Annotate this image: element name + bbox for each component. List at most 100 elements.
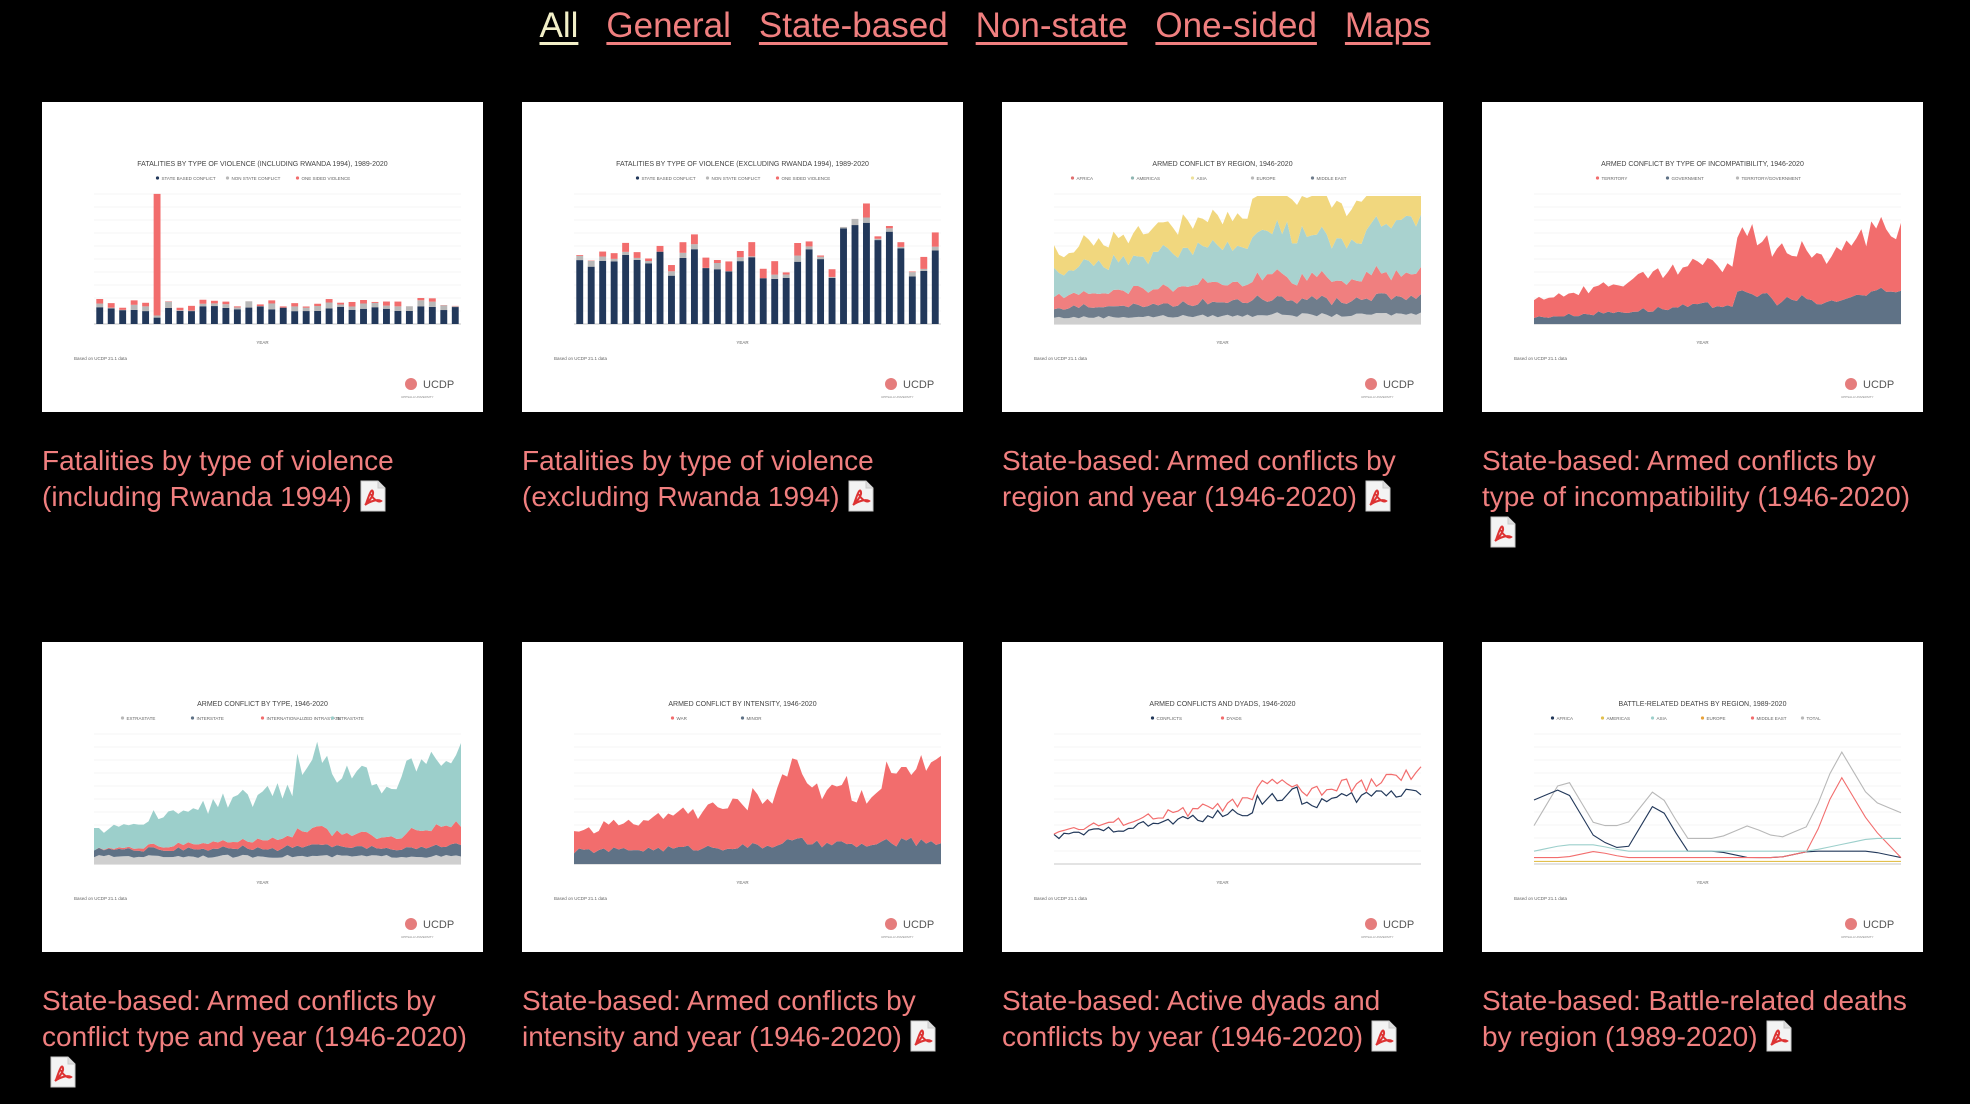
chart-caption-text: State-based: Armed conflicts by type of … xyxy=(1482,445,1911,512)
chart-caption-link[interactable]: State-based: Armed conflicts by type of … xyxy=(1482,443,1923,551)
bar-segment xyxy=(383,301,390,306)
bar-segment xyxy=(920,256,928,269)
bar-segment xyxy=(360,300,367,304)
pdf-icon[interactable] xyxy=(358,480,388,512)
ucdp-logo-icon xyxy=(405,918,417,930)
footnote: Based on UCDP 21.1 data xyxy=(74,356,127,361)
area-series xyxy=(1054,293,1421,319)
chart-thumbnail[interactable]: ARMED CONFLICT BY INTENSITY, 1946-2020 WA… xyxy=(522,642,963,952)
chart-caption-link[interactable]: State-based: Armed conflicts by region a… xyxy=(1002,443,1443,515)
bar-segment xyxy=(256,304,264,307)
bar-segment xyxy=(107,303,115,308)
bar-segment xyxy=(153,317,161,324)
chart-caption-text: State-based: Active dyads and conflicts … xyxy=(1002,985,1381,1052)
bar-segment xyxy=(725,271,733,324)
pdf-icon[interactable] xyxy=(1764,1020,1794,1052)
bar-segment xyxy=(679,252,687,258)
chart-caption-link[interactable]: Fatalities by type of violence (excludin… xyxy=(522,443,963,515)
chart-thumbnail[interactable]: ARMED CONFLICT BY TYPE, 1946-2020 EXTRAST… xyxy=(42,642,483,952)
area-series xyxy=(94,843,461,858)
nav-link-general[interactable]: General xyxy=(606,6,731,45)
nav-link-state-based[interactable]: State-based xyxy=(758,6,948,45)
bar-segment xyxy=(645,258,652,262)
bar-segment xyxy=(119,310,127,324)
bar-segment xyxy=(736,257,744,262)
axis-label: YEAR xyxy=(1696,340,1709,345)
thumb-title: ARMED CONFLICT BY TYPE, 1946-2020 xyxy=(197,701,328,708)
bar-segment xyxy=(576,260,584,324)
bar-segment xyxy=(828,276,836,278)
pdf-icon[interactable] xyxy=(1369,1020,1399,1052)
legend-marker xyxy=(1070,176,1075,180)
bar-segment xyxy=(771,274,779,279)
bar-segment xyxy=(279,306,287,308)
legend-label: INTRASTATE xyxy=(337,716,364,721)
bar-segment xyxy=(314,306,322,311)
nav-link-one-sided[interactable]: One-sided xyxy=(1155,6,1317,45)
bar-segment xyxy=(713,269,721,324)
bar-segment xyxy=(713,263,721,270)
ucdp-logo-sub: UPPSALA UNIVERSITY xyxy=(881,935,914,939)
ucdp-logo-sub: UPPSALA UNIVERSITY xyxy=(401,395,434,399)
pdf-icon[interactable] xyxy=(1363,480,1393,512)
bar-segment xyxy=(633,259,641,324)
legend-marker xyxy=(1595,176,1600,180)
legend-label: WAR xyxy=(677,716,688,721)
chart-thumbnail[interactable]: FATALITIES BY TYPE OF VIOLENCE (INCLUDIN… xyxy=(42,102,483,412)
chart-thumbnail[interactable]: ARMED CONFLICT BY TYPE OF INCOMPATIBILIT… xyxy=(1482,102,1923,412)
ucdp-logo: UCDP xyxy=(423,379,454,391)
bar-segment xyxy=(428,306,436,324)
pdf-icon[interactable] xyxy=(48,1056,78,1088)
bar-segment xyxy=(383,305,390,309)
chart-caption-link[interactable]: State-based: Battle-related deaths by re… xyxy=(1482,983,1923,1055)
chart-thumbnail[interactable]: FATALITIES BY TYPE OF VIOLENCE (EXCLUDIN… xyxy=(522,102,963,412)
chart-caption-link[interactable]: State-based: Armed conflicts by intensit… xyxy=(522,983,963,1055)
bar-segment xyxy=(176,307,184,311)
chart-caption-text: State-based: Armed conflicts by region a… xyxy=(1002,445,1396,512)
bar-segment xyxy=(794,261,802,324)
pdf-icon[interactable] xyxy=(908,1020,938,1052)
legend-label: EUROPE xyxy=(1707,716,1726,721)
nav-link-maps[interactable]: Maps xyxy=(1344,6,1431,45)
bar-segment xyxy=(245,301,253,308)
legend-marker xyxy=(1190,176,1195,180)
legend-marker xyxy=(1665,176,1670,180)
ucdp-logo: UCDP xyxy=(1383,379,1414,391)
bar-segment xyxy=(931,232,939,247)
bar-segment xyxy=(736,261,744,324)
bar-segment xyxy=(291,303,299,307)
chart-caption-text: State-based: Armed conflicts by conflict… xyxy=(42,985,467,1052)
bar-segment xyxy=(165,301,172,308)
footnote: Based on UCDP 21.1 data xyxy=(554,896,607,901)
chart-thumbnail[interactable]: ARMED CONFLICTS AND DYADS, 1946-2020 CONF… xyxy=(1002,642,1443,952)
chart-caption-link[interactable]: State-based: Armed conflicts by conflict… xyxy=(42,983,483,1091)
legend-marker xyxy=(1150,716,1155,720)
bar-segment xyxy=(188,311,195,324)
category-nav: All General State-based Non-state One-si… xyxy=(0,6,1970,46)
line-series xyxy=(1533,750,1902,839)
legend-label: ASIA xyxy=(1657,716,1667,721)
bar-segment xyxy=(279,307,287,324)
bar-segment xyxy=(348,306,356,310)
chart-caption-link[interactable]: State-based: Active dyads and conflicts … xyxy=(1002,983,1443,1055)
bar-segment xyxy=(428,298,436,302)
chart-thumbnail[interactable]: ARMED CONFLICT BY REGION, 1946-2020 AFRIC… xyxy=(1002,102,1443,412)
bar-segment xyxy=(210,303,218,307)
nav-link-all[interactable]: All xyxy=(539,6,579,45)
chart-thumbnail[interactable]: BATTLE-RELATED DEATHS BY REGION, 1989-20… xyxy=(1482,642,1923,952)
chart-caption-link[interactable]: Fatalities by type of violence (includin… xyxy=(42,443,483,515)
ucdp-logo-icon xyxy=(885,378,897,390)
nav-link-non-state[interactable]: Non-state xyxy=(975,6,1128,45)
legend-label: EUROPE xyxy=(1257,176,1276,181)
bar-segment xyxy=(417,306,425,324)
bar-segment xyxy=(417,297,425,301)
legend-label: ONE SIDED VIOLENCE xyxy=(302,176,351,181)
thumb-title: FATALITIES BY TYPE OF VIOLENCE (INCLUDIN… xyxy=(137,161,388,168)
ucdp-logo: UCDP xyxy=(1863,379,1894,391)
area-series xyxy=(1534,287,1901,324)
pdf-icon[interactable] xyxy=(1488,516,1518,548)
bar-segment xyxy=(828,269,836,277)
pdf-icon[interactable] xyxy=(846,480,876,512)
bar-segment xyxy=(599,256,607,261)
ucdp-logo-icon xyxy=(885,918,897,930)
